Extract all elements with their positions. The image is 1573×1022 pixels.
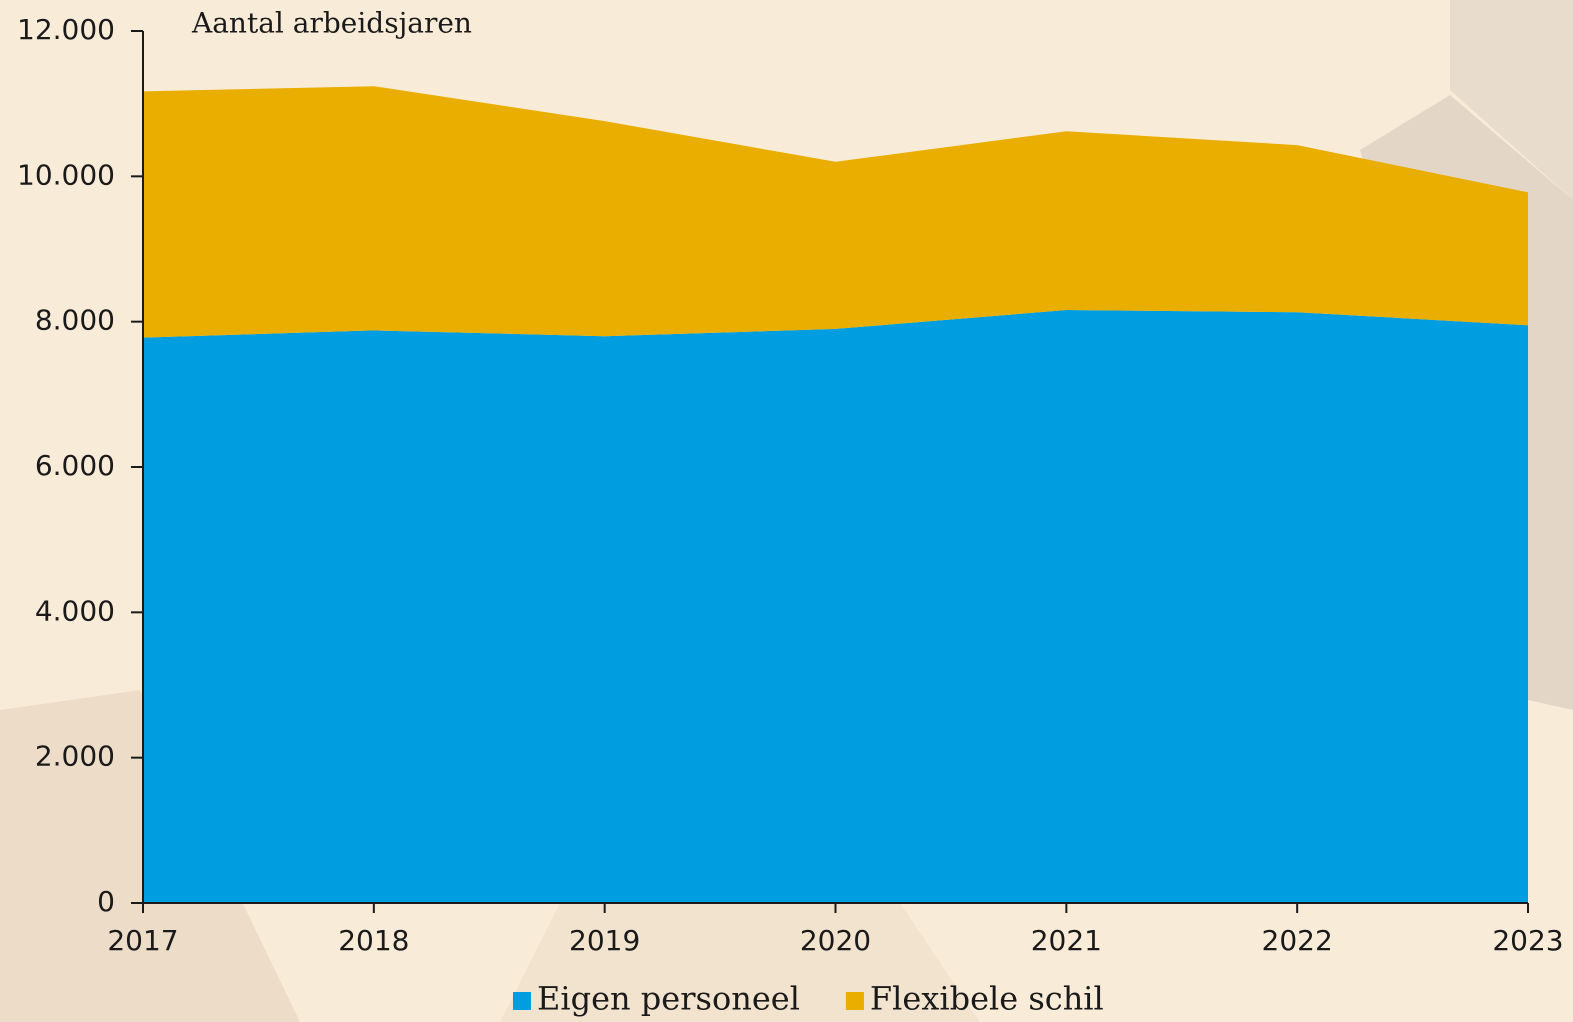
y-tick-label: 2.000 xyxy=(35,740,115,773)
background-shape xyxy=(1450,0,1573,200)
legend-swatch xyxy=(513,992,531,1010)
area xyxy=(143,86,1528,338)
x-tick-label: 2019 xyxy=(569,924,640,957)
x-tick-label: 2023 xyxy=(1492,924,1563,957)
y-axis-label: Aantal arbeidsjaren xyxy=(191,7,472,40)
x-tick-label: 2017 xyxy=(107,924,178,957)
y-tick-label: 10.000 xyxy=(17,158,115,191)
legend-swatch xyxy=(845,992,864,1010)
x-tick-label: 2022 xyxy=(1262,924,1333,957)
y-tick-label: 0 xyxy=(97,885,115,918)
area xyxy=(143,310,1528,903)
x-tick-label: 2018 xyxy=(338,924,409,957)
legend-label: Flexibele schil xyxy=(870,980,1104,1018)
legend-label: Eigen personeel xyxy=(537,980,800,1018)
y-tick-label: 8.000 xyxy=(35,304,115,337)
x-tick-label: 2020 xyxy=(800,924,871,957)
y-tick-label: 6.000 xyxy=(35,449,115,482)
x-tick-label: 2021 xyxy=(1031,924,1102,957)
y-tick-label: 4.000 xyxy=(35,594,115,627)
y-tick-label: 12.000 xyxy=(17,13,115,46)
